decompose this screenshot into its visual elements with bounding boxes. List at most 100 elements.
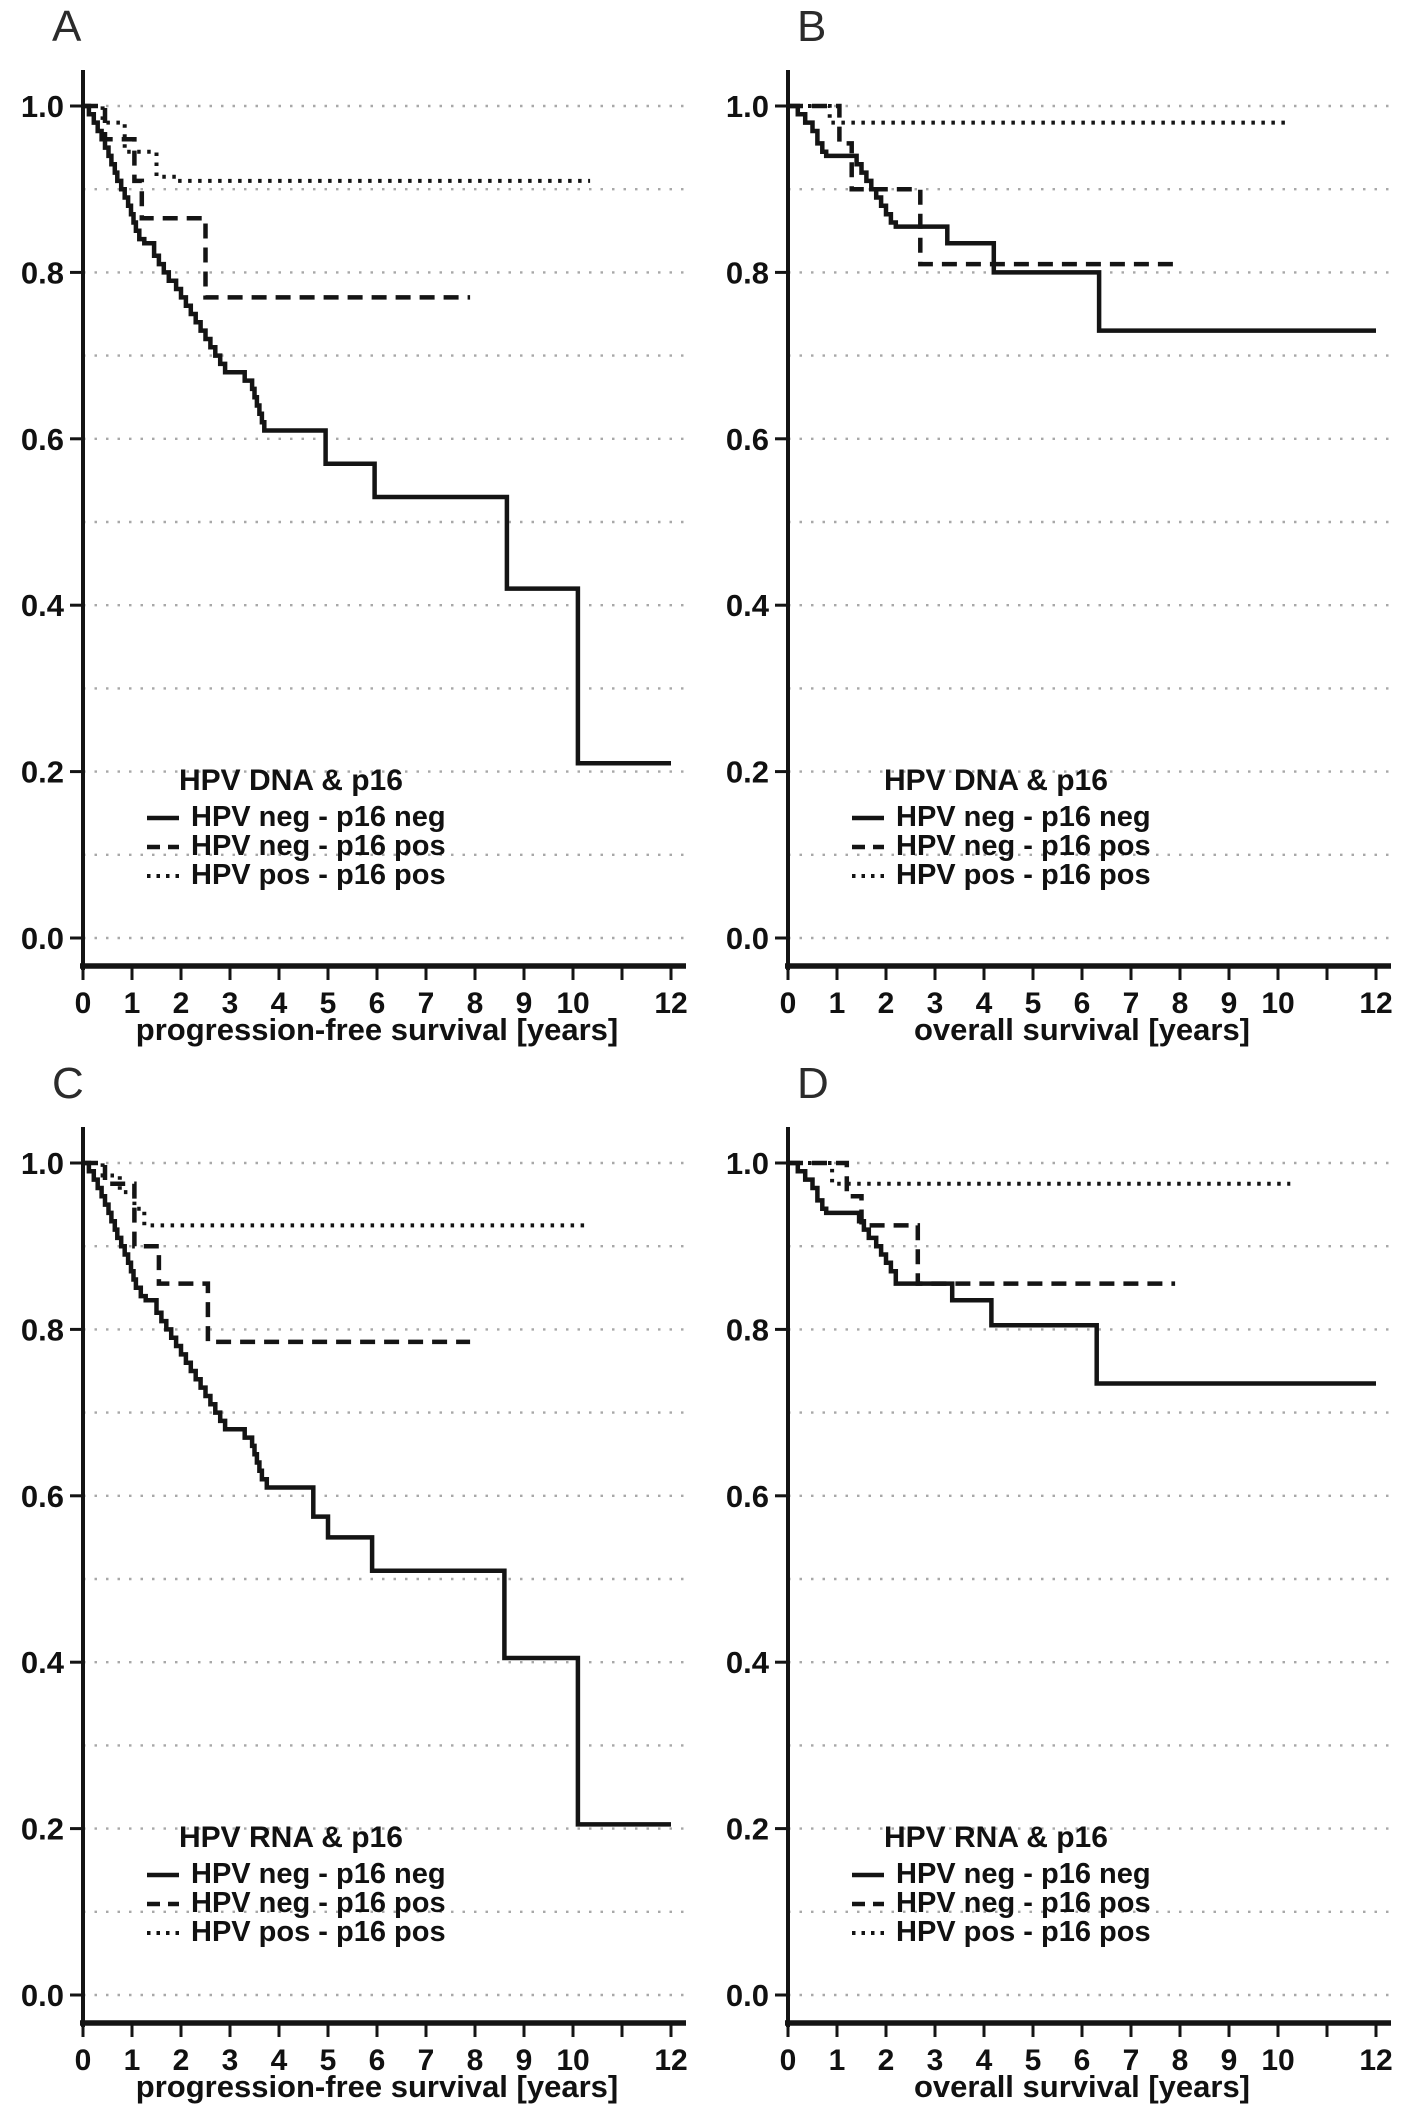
legend-title: HPV RNA & p16 [884, 1821, 1108, 1854]
x-tick-label: 10 [1261, 2044, 1294, 2077]
x-tick-label: 2 [173, 987, 190, 1020]
legend-title: HPV DNA & p16 [179, 764, 403, 797]
x-tick-label: 8 [1172, 2044, 1189, 2077]
solid-line-sample-icon [852, 1872, 884, 1877]
km-curve-solid [788, 103, 1376, 333]
y-tick-label: 0.2 [726, 1812, 769, 1847]
km-curve-dashed [788, 1160, 1176, 1286]
x-tick-label: 10 [1261, 987, 1294, 1020]
y-tick-label: 0.6 [726, 422, 769, 457]
x-tick-label: 9 [1221, 2044, 1238, 2077]
y-tick-label: 0.6 [21, 1479, 64, 1514]
y-tick-label: 0.6 [21, 422, 64, 457]
x-tick-label: 2 [878, 2044, 895, 2077]
y-tick-label: 1.0 [726, 1146, 769, 1181]
y-tick-label: 0.4 [21, 1645, 65, 1680]
y-tick-label: 0.8 [726, 1312, 769, 1347]
km-curve-dotted [83, 1161, 591, 1228]
x-tick-label: 6 [369, 2044, 386, 2077]
legend-entry-dashed: HPV neg - p16 pos [146, 1887, 446, 1919]
x-tick-label: 0 [75, 2044, 92, 2077]
x-tick-label: 12 [654, 2044, 687, 2077]
legend-entry-solid: HPV neg - p16 neg [851, 1858, 1151, 1890]
legend-entry-dashed: HPV neg - p16 pos [851, 830, 1151, 862]
x-tick-label: 12 [1359, 2044, 1392, 2077]
x-tick-label: 6 [1074, 987, 1091, 1020]
panel-letter: B [797, 2, 828, 51]
panel-letter: A [52, 2, 83, 51]
y-tick-label: 0.2 [726, 755, 769, 790]
dotted-line-sample-icon [147, 1930, 179, 1935]
x-tick-label: 8 [467, 987, 484, 1020]
legend-entry-dotted: HPV pos - p16 pos [146, 1916, 446, 1948]
solid-line-sample-icon [852, 815, 884, 820]
dashed-line-sample-icon [852, 1901, 884, 1906]
legend-label: HPV pos - p16 pos [191, 1916, 446, 1948]
y-tick-label: 0.6 [726, 1479, 769, 1514]
legend-label: HPV neg - p16 neg [896, 801, 1151, 833]
x-tick-label: 6 [369, 987, 386, 1020]
x-tick-label: 9 [516, 987, 533, 1020]
legend-entry-solid: HPV neg - p16 neg [851, 801, 1151, 833]
x-tick-label: 4 [976, 987, 993, 1020]
km-curve-solid [83, 1160, 671, 1827]
legend-title: HPV DNA & p16 [884, 764, 1108, 797]
legend-title: HPV RNA & p16 [179, 1821, 403, 1854]
x-axis-title: overall survival [years] [913, 2069, 1251, 2104]
y-tick-label: 0.0 [726, 921, 769, 956]
legend-entry-solid: HPV neg - p16 neg [146, 1858, 446, 1890]
x-tick-label: 4 [271, 2044, 288, 2077]
dashed-line-sample-icon [852, 844, 884, 849]
y-tick-label: 1.0 [21, 89, 64, 124]
legend-label: HPV pos - p16 pos [191, 859, 446, 891]
legend: HPV RNA & p16 HPV neg - p16 neg HPV neg … [146, 1821, 446, 1948]
legend-entry-dashed: HPV neg - p16 pos [146, 830, 446, 862]
y-tick-label: 0.2 [21, 1812, 64, 1847]
x-tick-label: 1 [829, 987, 846, 1020]
legend-entry-dotted: HPV pos - p16 pos [851, 1916, 1151, 1948]
y-tick-label: 0.2 [21, 755, 64, 790]
x-tick-label: 10 [556, 2044, 589, 2077]
km-curve-dotted [788, 1161, 1291, 1186]
legend-entry-dashed: HPV neg - p16 pos [851, 1887, 1151, 1919]
x-tick-label: 6 [1074, 2044, 1091, 2077]
panel-b: B 1.0 0.8 0.6 0.4 0.2 0.0 0 1 2 3 4 5 6 7 8 9 10 12 HPV D… [705, 0, 1417, 1068]
legend-label: HPV neg - p16 pos [191, 830, 446, 862]
km-plot-b: 1.00.80.60.40.20.00 1 2 3 4 5 6 7 8 9 10 12 [726, 70, 1393, 1020]
x-tick-label: 10 [556, 987, 589, 1020]
km-plot-d: 1.00.80.60.40.20.00 1 2 3 4 5 6 7 8 9 10 12 [726, 1127, 1393, 2077]
x-tick-label: 2 [878, 987, 895, 1020]
legend-label: HPV neg - p16 pos [896, 1887, 1151, 1919]
km-plot-c: 1.00.80.60.40.20.00 1 2 3 4 5 6 7 8 9 10 12 [21, 1127, 688, 2077]
legend-label: HPV pos - p16 pos [896, 1916, 1151, 1948]
solid-line-sample-icon [147, 815, 179, 820]
km-curve-dotted [83, 104, 591, 183]
x-tick-label: 12 [654, 987, 687, 1020]
km-curve-solid [83, 103, 671, 766]
y-tick-label: 1.0 [21, 1146, 64, 1181]
x-tick-label: 0 [75, 987, 92, 1020]
x-tick-label: 9 [516, 2044, 533, 2077]
y-tick-label: 0.4 [726, 588, 770, 623]
x-axis-title: progression-free survival [years] [135, 2069, 619, 2104]
dotted-line-sample-icon [852, 873, 884, 878]
km-curve-dotted [788, 104, 1288, 125]
legend-label: HPV pos - p16 pos [896, 859, 1151, 891]
legend-label: HPV neg - p16 pos [191, 1887, 446, 1919]
y-tick-label: 0.8 [21, 1312, 64, 1347]
dashed-line-sample-icon [147, 1901, 179, 1906]
x-tick-label: 3 [222, 987, 239, 1020]
x-tick-label: 7 [418, 987, 435, 1020]
legend-entry-solid: HPV neg - p16 neg [146, 801, 446, 833]
y-tick-label: 0.0 [21, 921, 64, 956]
legend-entry-dotted: HPV pos - p16 pos [851, 859, 1151, 891]
dashed-line-sample-icon [147, 844, 179, 849]
x-tick-label: 2 [173, 2044, 190, 2077]
solid-line-sample-icon [147, 1872, 179, 1877]
legend-entry-dotted: HPV pos - p16 pos [146, 859, 446, 891]
x-tick-label: 5 [320, 2044, 337, 2077]
x-tick-label: 5 [320, 987, 337, 1020]
panel-c: C 1.0 0.8 0.6 0.4 0.2 0.0 0 1 2 3 4 5 6 7 8 9 10 12 HPV R… [0, 1057, 712, 2125]
x-tick-label: 3 [927, 987, 944, 1020]
x-tick-label: 4 [976, 2044, 993, 2077]
